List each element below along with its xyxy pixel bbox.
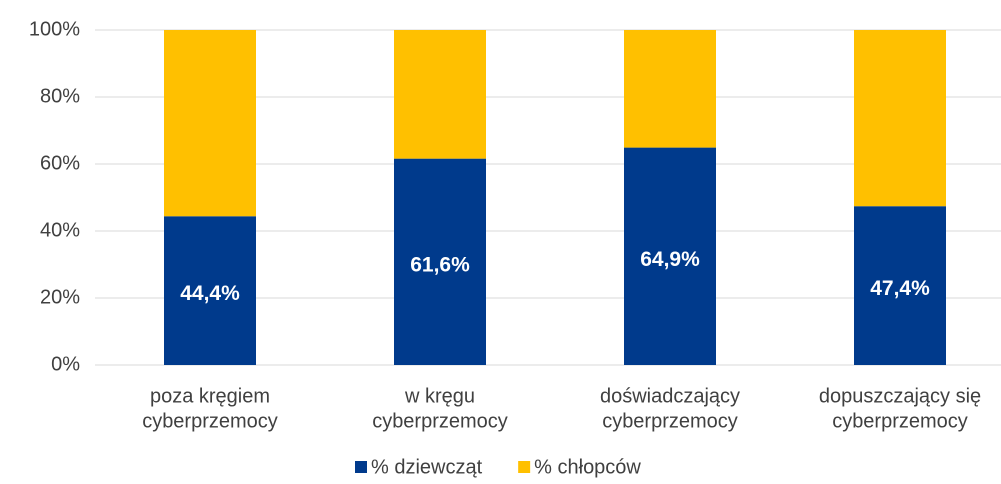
x-tick-label: cyberprzemocy <box>142 410 278 432</box>
bar-segment <box>394 158 486 365</box>
legend-swatch <box>518 461 531 473</box>
x-tick-label: cyberprzemocy <box>832 410 968 432</box>
bar-segment <box>854 30 946 207</box>
bar-segment <box>624 147 716 365</box>
value-label: 47,4% <box>870 277 930 300</box>
y-tick-label: 0% <box>51 353 80 375</box>
bar-segment <box>164 216 256 365</box>
x-tick-label: w kręgu <box>404 385 475 407</box>
y-tick-label: 20% <box>40 286 80 308</box>
x-tick-label: dopuszczający się <box>819 385 981 407</box>
x-tick-label: poza kręgiem <box>150 385 270 407</box>
x-tick-label: cyberprzemocy <box>372 410 508 432</box>
bar-segment <box>854 206 946 365</box>
y-tick-label: 80% <box>40 85 80 107</box>
legend-label: % chłopców <box>534 456 641 478</box>
value-label: 64,9% <box>640 248 700 271</box>
x-tick-label: cyberprzemocy <box>602 410 738 432</box>
y-tick-label: 60% <box>40 152 80 174</box>
y-tick-label: 100% <box>29 18 80 40</box>
y-tick-label: 40% <box>40 219 80 241</box>
legend-swatch <box>355 461 367 473</box>
value-label: 61,6% <box>410 253 470 276</box>
x-tick-label: doświadczający <box>600 385 740 407</box>
legend-label: % dziewcząt <box>371 456 483 478</box>
bar-segment <box>394 30 486 159</box>
bar-segment <box>624 30 716 148</box>
value-label: 44,4% <box>180 282 240 305</box>
bar-segment <box>164 30 256 217</box>
